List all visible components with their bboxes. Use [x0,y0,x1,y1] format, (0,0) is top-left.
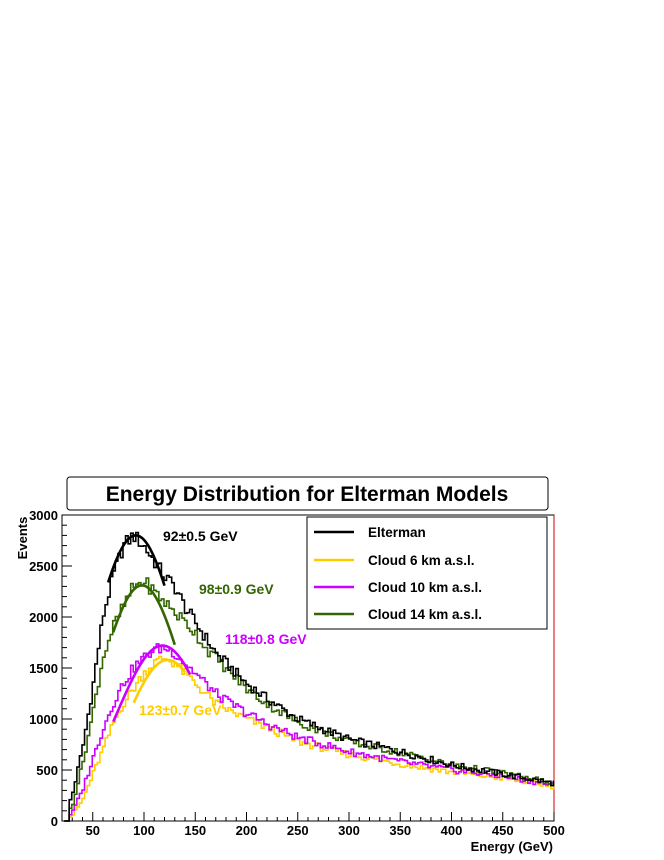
histogram-cloud-6-km-a-s-l- [64,655,555,822]
y-axis-title: Events [15,517,30,560]
histogram-cloud-14-km-a-s-l- [64,577,555,822]
legend-frame [306,516,548,630]
fit-curve-cloud-6-km-a-s-l- [132,658,187,704]
fit-curve-cloud-10-km-a-s-l- [112,644,192,723]
x-tick-label: 50 [86,823,100,838]
x-tick-label: 350 [389,823,411,838]
fit-curve-elterman [106,534,166,587]
y-tick-label: 2000 [29,610,58,625]
annotation-cloud-10km: 118±0.8 GeV [225,631,307,647]
legend-label-elterman: Elterman [368,525,426,540]
x-tick-label: 500 [543,823,565,838]
chart-title: Energy Distribution for Elterman Models [106,483,509,506]
x-tick-label: 250 [287,823,309,838]
y-tick-label: 500 [36,763,58,778]
histogram-elterman [64,531,555,822]
y-tick-label: 0 [51,814,58,829]
annotation-elterman: 92±0.5 GeV [163,528,238,544]
x-tick-label: 150 [184,823,206,838]
x-tick-label: 100 [133,823,155,838]
y-tick-label: 1000 [29,712,58,727]
x-tick-label: 400 [441,823,463,838]
title-box: Energy Distribution for Elterman Models [66,476,549,511]
y-axis: 0 500 1000 1500 2000 2500 3000 [29,508,72,829]
y-tick-label: 1500 [29,661,58,676]
y-tick-label: 3000 [29,508,58,523]
legend: Elterman Cloud 6 km a.s.l. Cloud 10 km a… [306,516,548,630]
x-tick-label: 200 [236,823,258,838]
title-frame [66,476,549,511]
y-tick-label: 2500 [29,559,58,574]
annotation-cloud-6km: 123±0.7 GeV [139,702,222,718]
x-tick-label: 450 [492,823,514,838]
legend-label-cloud-14km: Cloud 14 km a.s.l. [368,607,482,622]
legend-label-cloud-10km: Cloud 10 km a.s.l. [368,580,482,595]
annotation-cloud-14km: 98±0.9 GeV [199,581,274,597]
x-axis: 50 100 150 200 250 300 350 400 450 500 [71,812,565,838]
fit-curve-cloud-14-km-a-s-l- [112,584,176,646]
x-axis-title: Energy (GeV) [471,839,553,854]
legend-label-cloud-6km: Cloud 6 km a.s.l. [368,553,475,568]
series-layer [64,531,555,822]
x-tick-label: 300 [338,823,360,838]
